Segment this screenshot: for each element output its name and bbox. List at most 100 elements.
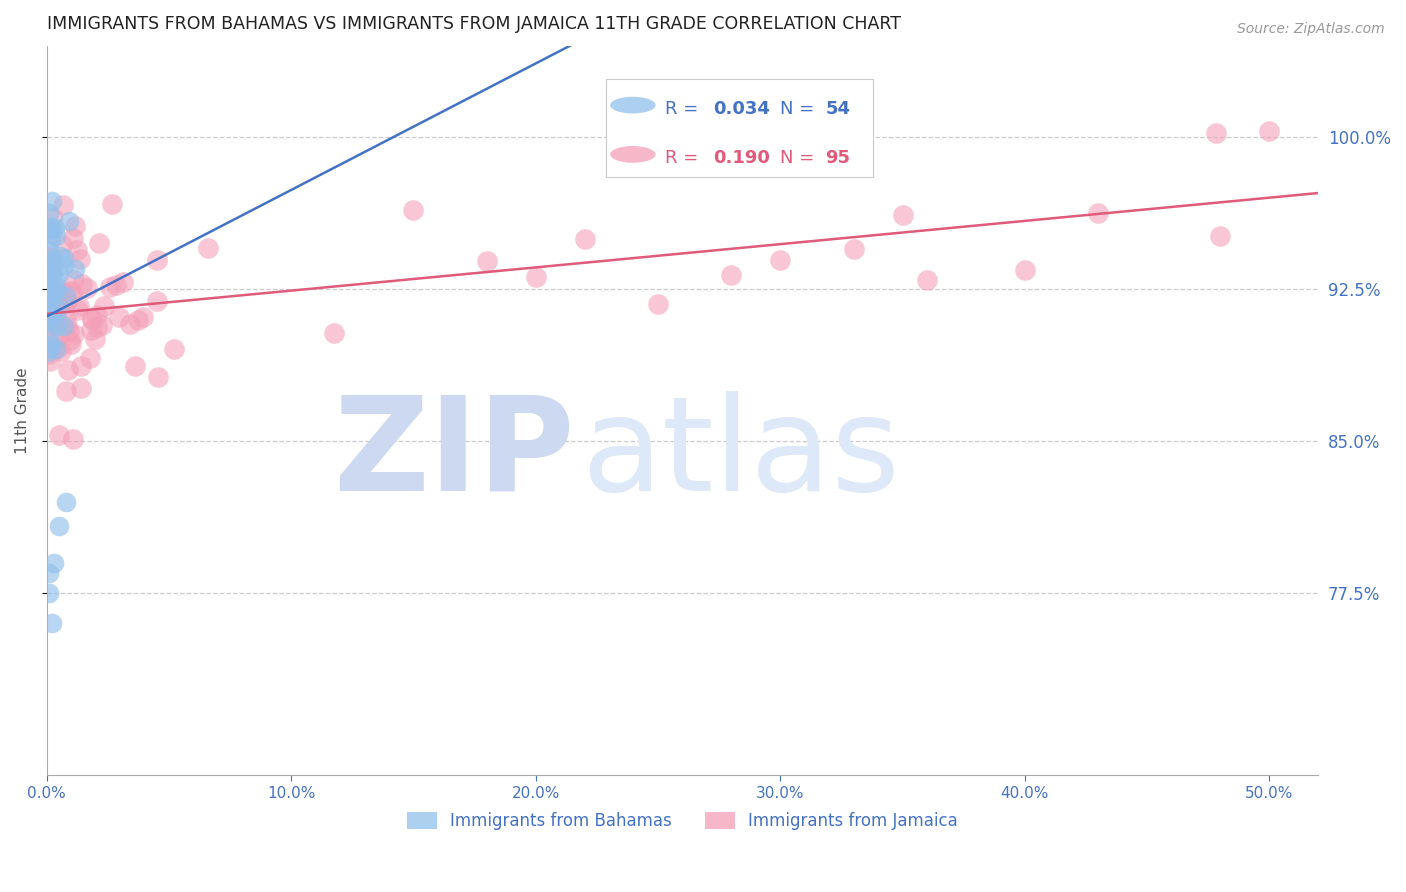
Point — [132, 310, 155, 324]
Point — [83, 332, 105, 346]
Point — [55, 312, 77, 326]
Point — [38, 282, 60, 296]
Point — [39, 354, 62, 368]
Point — [148, 369, 170, 384]
Point — [55, 293, 77, 308]
Point — [53, 285, 76, 299]
Point — [48, 519, 70, 533]
Point — [44, 283, 66, 297]
Point — [108, 310, 131, 324]
Point — [38, 347, 60, 361]
Point — [145, 293, 167, 308]
Point — [69, 359, 91, 373]
Point — [41, 319, 63, 334]
Point — [1205, 126, 1227, 140]
Point — [38, 586, 60, 600]
Point — [720, 268, 742, 282]
Point — [62, 432, 84, 446]
Point — [41, 266, 63, 280]
Point — [66, 243, 89, 257]
Point — [38, 310, 60, 324]
Point — [39, 286, 62, 301]
Point — [62, 231, 84, 245]
Point — [323, 326, 346, 340]
Text: ZIP: ZIP — [333, 391, 575, 518]
Point — [39, 221, 62, 235]
Point — [42, 333, 65, 347]
Point — [52, 291, 75, 305]
Point — [49, 298, 72, 312]
Point — [41, 310, 63, 324]
Point — [42, 556, 65, 570]
Point — [45, 342, 67, 356]
Point — [37, 255, 59, 269]
Point — [39, 260, 62, 275]
Point — [475, 254, 498, 268]
Point — [38, 252, 60, 266]
Point — [63, 273, 86, 287]
Point — [46, 283, 69, 297]
Point — [39, 232, 62, 246]
Point — [56, 293, 79, 308]
Point — [38, 566, 60, 580]
Point — [44, 272, 66, 286]
Point — [41, 309, 63, 323]
Point — [39, 340, 62, 354]
Point — [45, 318, 67, 333]
Point — [574, 232, 596, 246]
Point — [70, 277, 93, 291]
Point — [45, 315, 67, 329]
Point — [86, 308, 108, 322]
Point — [98, 279, 121, 293]
Point — [769, 253, 792, 268]
Point — [45, 228, 67, 243]
Point — [38, 341, 60, 355]
Point — [49, 328, 72, 343]
Point — [39, 281, 62, 295]
Point — [891, 208, 914, 222]
Point — [1258, 123, 1281, 137]
Point — [39, 286, 62, 301]
Point — [67, 299, 90, 313]
Point — [80, 322, 103, 336]
Point — [42, 252, 65, 266]
Point — [55, 289, 77, 303]
Point — [55, 384, 77, 398]
Point — [93, 299, 115, 313]
Point — [58, 214, 80, 228]
Point — [87, 235, 110, 250]
Point — [91, 318, 114, 333]
Point — [55, 495, 77, 509]
Point — [59, 284, 82, 298]
Point — [67, 303, 90, 318]
Point — [46, 280, 69, 294]
Point — [37, 314, 59, 328]
Point — [46, 303, 69, 318]
Point — [39, 338, 62, 352]
Point — [118, 318, 141, 332]
Point — [46, 315, 69, 329]
Point — [53, 252, 76, 266]
Point — [52, 198, 75, 212]
Point — [48, 428, 70, 442]
Point — [48, 267, 70, 281]
Point — [163, 343, 186, 357]
Text: IMMIGRANTS FROM BAHAMAS VS IMMIGRANTS FROM JAMAICA 11TH GRADE CORRELATION CHART: IMMIGRANTS FROM BAHAMAS VS IMMIGRANTS FR… — [46, 15, 901, 33]
Point — [58, 324, 80, 338]
Point — [41, 256, 63, 270]
Point — [145, 253, 167, 268]
Point — [53, 258, 76, 272]
Point — [60, 337, 83, 351]
Point — [38, 290, 60, 304]
Point — [44, 221, 66, 235]
Point — [37, 345, 59, 359]
Point — [45, 300, 67, 314]
Point — [56, 318, 79, 333]
Legend: Immigrants from Bahamas, Immigrants from Jamaica: Immigrants from Bahamas, Immigrants from… — [401, 805, 965, 837]
Point — [37, 295, 59, 310]
Point — [38, 206, 60, 220]
Point — [49, 343, 72, 358]
Text: Source: ZipAtlas.com: Source: ZipAtlas.com — [1237, 22, 1385, 37]
Point — [51, 237, 73, 252]
Point — [915, 273, 938, 287]
